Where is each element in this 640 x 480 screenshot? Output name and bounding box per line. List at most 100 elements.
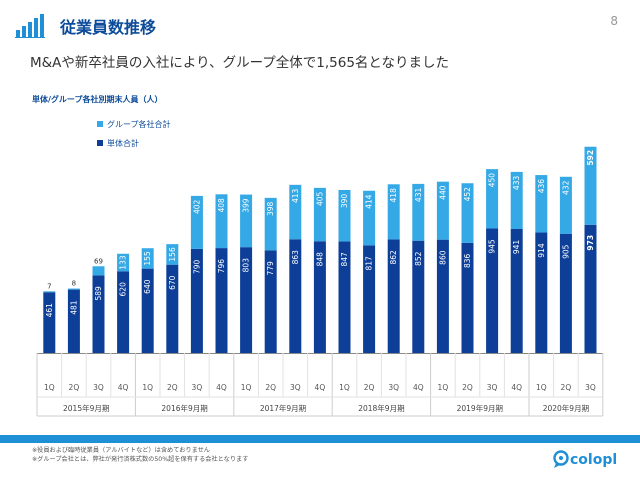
bar-standalone — [535, 232, 548, 353]
bar-standalone — [313, 241, 326, 353]
x-tick-label: 3Q — [192, 383, 203, 392]
legend-label-standalone: 単体合計 — [107, 138, 139, 148]
data-label-group: 452 — [463, 187, 472, 202]
data-label-standalone: 779 — [266, 261, 275, 276]
data-label-standalone: 589 — [94, 286, 103, 301]
bar-group — [43, 291, 56, 293]
bar-standalone — [67, 289, 80, 353]
bar-group — [584, 146, 597, 225]
bar-group — [141, 248, 154, 269]
year-group-label: 2020年9月期 — [543, 403, 589, 413]
bar-group — [240, 194, 253, 248]
data-label-group: 431 — [414, 188, 423, 203]
bar-group — [412, 183, 425, 241]
data-label-standalone: 670 — [168, 275, 177, 290]
legend-item-standalone: 単体合計 — [97, 136, 171, 150]
footnotes: ※役員および臨時従業員（アルバイトなど）は含めておりません ※グループ会社とは、… — [32, 446, 248, 464]
data-label-group: 7 — [47, 282, 51, 290]
bar-standalone — [289, 239, 302, 353]
data-label-standalone: 862 — [389, 250, 398, 265]
data-label-standalone: 803 — [242, 258, 251, 273]
bar-group — [264, 197, 277, 251]
chart-title: 単体/グループ各社別期末人員（人） — [32, 95, 163, 104]
data-label-standalone: 796 — [217, 259, 226, 274]
colopl-pin-icon — [553, 450, 569, 468]
bar-standalone — [338, 241, 351, 353]
bar-group — [289, 184, 302, 240]
bar-group — [92, 266, 105, 276]
data-label-standalone: 941 — [512, 240, 521, 255]
legend-item-group: グループ各社合計 — [97, 117, 171, 131]
bar-standalone — [387, 239, 400, 353]
data-label-group: 8 — [72, 280, 76, 288]
bar-standalone — [141, 268, 154, 353]
data-label-standalone: 860 — [438, 250, 447, 265]
bar-group — [510, 171, 523, 229]
data-label-standalone: 461 — [45, 303, 54, 318]
bar-standalone — [215, 248, 228, 353]
bar-standalone — [363, 245, 376, 353]
data-label-standalone: 640 — [143, 279, 152, 294]
data-label-group: 399 — [242, 198, 251, 213]
x-tick-label: 4Q — [413, 383, 424, 392]
data-label-standalone: 847 — [340, 252, 349, 267]
year-group-label: 2018年9月期 — [358, 403, 404, 413]
data-label-group: 155 — [143, 251, 152, 266]
data-label-group: 418 — [389, 188, 398, 203]
bar-group — [338, 189, 351, 242]
data-label-standalone: 790 — [192, 259, 201, 274]
bar-group — [190, 195, 203, 249]
bar-standalone — [412, 240, 425, 353]
bar-group — [363, 190, 376, 246]
data-label-standalone: 852 — [414, 251, 423, 266]
bar-standalone — [92, 275, 105, 353]
x-tick-label: 4Q — [315, 383, 326, 392]
x-tick-label: 1Q — [44, 383, 55, 392]
bar-group — [387, 184, 400, 240]
bar-group — [215, 194, 228, 249]
bar-group — [436, 181, 449, 240]
year-group-label: 2017年9月期 — [260, 403, 306, 413]
bar-group — [117, 253, 130, 272]
bar-chart-icon — [15, 14, 45, 38]
x-tick-label: 4Q — [216, 383, 227, 392]
bar-standalone — [240, 247, 253, 353]
legend-swatch-standalone — [97, 140, 103, 146]
year-group-label: 2015年9月期 — [63, 403, 109, 413]
footnote-2: ※グループ会社とは、弊社が発行済株式数の50%超を保有する会社となります — [32, 456, 249, 463]
x-tick-label: 3Q — [93, 383, 104, 392]
data-label-group: 69 — [94, 257, 103, 265]
x-tick-label: 2Q — [265, 383, 276, 392]
bar-group — [313, 187, 326, 242]
x-tick-label: 4Q — [511, 383, 522, 392]
data-label-group: 133 — [119, 255, 128, 270]
data-label-group: 398 — [266, 201, 275, 216]
bar-group — [535, 175, 548, 233]
data-label-group: 436 — [537, 179, 546, 194]
bar-standalone — [436, 239, 449, 353]
x-tick-label: 1Q — [536, 383, 547, 392]
bar-standalone — [117, 271, 130, 353]
bar-standalone — [510, 228, 523, 353]
data-label-group: 440 — [438, 185, 447, 200]
chart-legend: グループ各社合計 単体合計 — [97, 117, 171, 155]
data-label-group: 413 — [291, 188, 300, 203]
x-tick-label: 3Q — [290, 383, 301, 392]
data-label-standalone: 848 — [315, 252, 324, 267]
data-label-standalone: 620 — [119, 282, 128, 297]
year-group-label: 2016年9月期 — [161, 403, 207, 413]
x-tick-label: 1Q — [241, 383, 252, 392]
bar-standalone — [461, 242, 474, 353]
legend-label-group: グループ各社合計 — [107, 119, 171, 129]
data-label-group: 402 — [192, 200, 201, 215]
svg-text:colopl: colopl — [570, 452, 617, 468]
data-label-standalone: 905 — [561, 244, 570, 259]
bar-group — [559, 176, 572, 234]
bar-standalone — [486, 228, 499, 353]
x-tick-label: 2Q — [167, 383, 178, 392]
data-label-standalone: 863 — [291, 250, 300, 265]
bar-standalone — [559, 233, 572, 353]
data-label-standalone: 914 — [537, 243, 546, 258]
data-label-group: 450 — [488, 173, 497, 188]
data-label-group: 408 — [217, 198, 226, 213]
